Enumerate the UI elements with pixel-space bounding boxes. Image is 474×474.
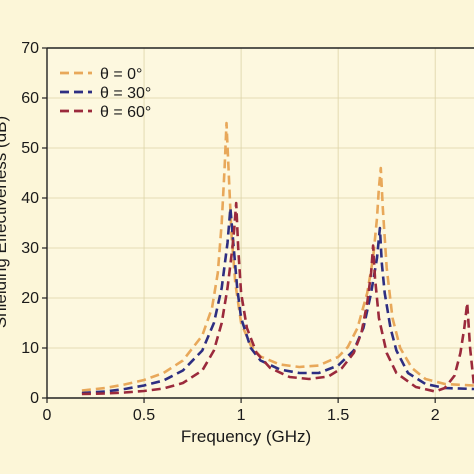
y-tick-label: 20 [21,290,39,307]
legend: θ = 0° θ = 30° θ = 60° [60,66,151,121]
y-tick-label: 40 [21,190,39,207]
x-axis-title: Frequency (GHz) [181,427,311,446]
series-line-0 [81,121,474,392]
y-tick-label: 70 [21,40,39,57]
x-tick-label: 0 [43,407,52,424]
legend-label-1: θ = 30° [100,85,151,102]
legend-label-0: θ = 0° [100,66,142,83]
axes [42,47,474,403]
series-line-2 [81,201,474,396]
x-tick-label: 1 [237,407,246,424]
grid-lines [47,47,474,398]
y-tick-label: 0 [30,390,39,407]
y-axis-title: Shielding Effectiveness (dB) [0,116,10,328]
y-tick-label: 60 [21,90,39,107]
x-tick-label: 2 [431,407,440,424]
data-series [81,121,474,396]
y-tick-label: 50 [21,140,39,157]
series-line-1 [81,206,474,395]
x-tick-label: 1.5 [327,407,349,424]
plot-area-background [47,48,474,398]
x-tick-label: 0.5 [133,407,155,424]
y-tick-label: 10 [21,340,39,357]
tick-labels: 0 10 20 30 40 50 60 70 0 0.5 1 1.5 2 [21,40,440,424]
y-tick-label: 30 [21,240,39,257]
legend-label-2: θ = 60° [100,104,151,121]
